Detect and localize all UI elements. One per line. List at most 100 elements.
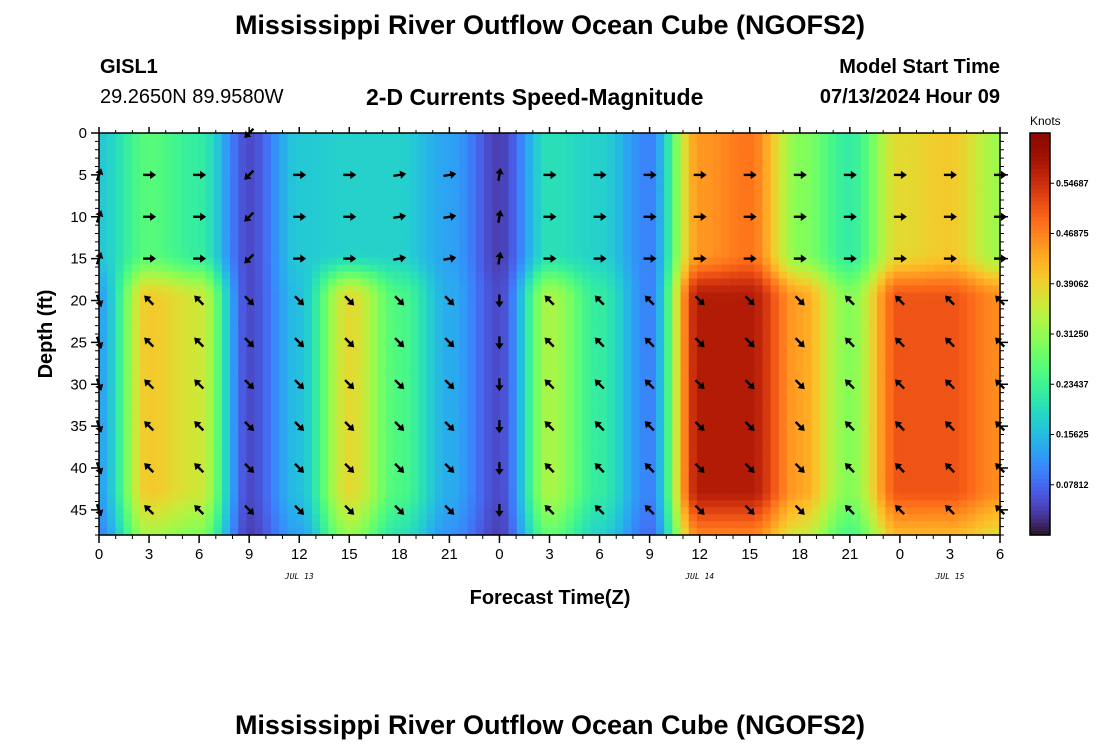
heatmap-cell [778, 292, 788, 300]
heatmap-cell [320, 188, 329, 196]
heatmap-cell [467, 250, 477, 259]
heatmap-cell [795, 278, 805, 287]
heatmap-cell [467, 451, 477, 460]
heatmap-cell [262, 181, 272, 190]
heatmap-cell [311, 285, 321, 294]
heatmap-cell [533, 410, 542, 418]
heatmap-cell [508, 133, 518, 141]
heatmap-cell [615, 313, 624, 321]
heatmap-cell [139, 181, 149, 190]
heatmap-cell [139, 202, 149, 210]
heatmap-cell [770, 451, 780, 460]
heatmap-cell [262, 195, 272, 203]
heatmap-cell [713, 174, 723, 183]
heatmap-cell [434, 202, 444, 210]
heatmap-cell [795, 202, 805, 210]
heatmap-cell [221, 514, 231, 522]
heatmap-cell [434, 396, 444, 404]
heatmap-cell [320, 382, 329, 391]
heatmap-cell [238, 354, 248, 363]
heatmap-cell [303, 320, 313, 328]
heatmap-cell [295, 320, 305, 328]
heatmap-cell [721, 424, 731, 432]
heatmap-cell [131, 382, 141, 391]
heatmap-cell [107, 389, 116, 397]
heatmap-cell [361, 250, 370, 259]
heatmap-cell [418, 375, 428, 384]
heatmap-cell [156, 320, 166, 328]
heatmap-cell [475, 292, 485, 300]
heatmap-cell [336, 514, 346, 522]
heatmap-cell [254, 306, 264, 314]
heatmap-cell [590, 181, 600, 190]
heatmap-cell [254, 188, 264, 196]
heatmap-cell [721, 347, 731, 356]
heatmap-cell [516, 389, 526, 397]
heatmap-cell [705, 133, 714, 141]
heatmap-cell [713, 528, 723, 536]
heatmap-cell [295, 451, 305, 460]
heatmap-cell [344, 230, 354, 238]
heatmap-cell [574, 223, 583, 231]
heatmap-cell [557, 382, 567, 391]
heatmap-cell [426, 313, 436, 321]
heatmap-cell [279, 306, 288, 314]
heatmap-cell [483, 264, 493, 273]
heatmap-cell [655, 361, 665, 370]
heatmap-cell [230, 528, 239, 536]
heatmap-cell [418, 417, 428, 425]
heatmap-cell [492, 431, 501, 439]
heatmap-cell [426, 528, 436, 536]
heatmap-cell [311, 410, 321, 418]
heatmap-cell [516, 271, 526, 280]
heatmap-cell [721, 389, 731, 397]
heatmap-cell [295, 354, 305, 363]
heatmap-cell [410, 375, 420, 384]
heatmap-cell [172, 334, 182, 342]
heatmap-cell [123, 334, 133, 342]
heatmap-cell [164, 479, 174, 488]
heatmap-cell [352, 195, 362, 203]
heatmap-cell [787, 334, 796, 342]
heatmap-cell [336, 493, 346, 501]
heatmap-cell [123, 139, 133, 148]
heatmap-cell [623, 458, 633, 467]
heatmap-cell [197, 133, 207, 141]
heatmap-cell [115, 195, 125, 203]
heatmap-cell [467, 417, 477, 425]
heatmap-cell [533, 424, 542, 432]
heatmap-cell [418, 299, 428, 307]
heatmap-cell [410, 243, 420, 252]
heatmap-cell [336, 486, 346, 495]
heatmap-cell [164, 340, 174, 349]
heatmap-cell [139, 153, 149, 162]
heatmap-cell [262, 500, 272, 508]
heatmap-cell [246, 264, 256, 273]
heatmap-cell [221, 188, 231, 196]
heatmap-cell [172, 202, 182, 210]
heatmap-cell [770, 361, 780, 370]
heatmap-cell [156, 424, 166, 432]
heatmap-cell [385, 465, 395, 474]
heatmap-cell [393, 507, 403, 515]
heatmap-cell [451, 250, 460, 259]
heatmap-cell [148, 361, 157, 370]
heatmap-cell [516, 285, 526, 294]
heatmap-cell [205, 493, 215, 501]
heatmap-cell [762, 340, 772, 349]
heatmap-cell [688, 403, 698, 411]
heatmap-cell [500, 209, 510, 217]
heatmap-cell [361, 188, 370, 196]
heatmap-cell [639, 236, 649, 245]
heatmap-cell [271, 264, 280, 273]
heatmap-cell [393, 375, 403, 384]
heatmap-cell [696, 431, 706, 439]
heatmap-cell [541, 216, 551, 224]
heatmap-cell [483, 250, 493, 259]
heatmap-cell [107, 236, 116, 245]
heatmap-cell [352, 202, 362, 210]
heatmap-cell [664, 431, 673, 439]
heatmap-cell [754, 278, 764, 287]
heatmap-cell [451, 410, 460, 418]
heatmap-cell [549, 327, 559, 335]
